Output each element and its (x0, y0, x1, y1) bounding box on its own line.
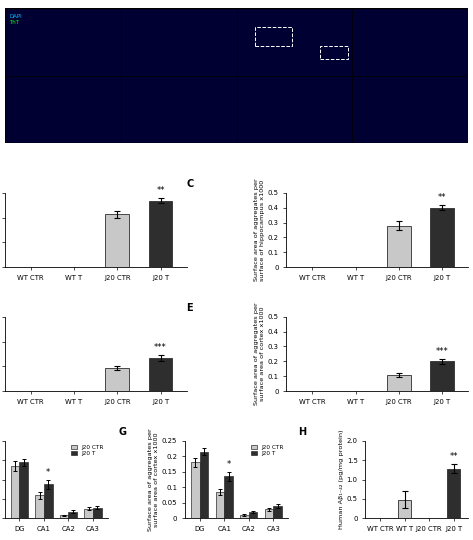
Text: **: ** (438, 193, 447, 202)
Bar (240, 515, 249, 518)
Legend: J20 CTR, J20 T: J20 CTR, J20 T (250, 443, 285, 457)
Y-axis label: Human Aβ₁₋₄₂ (pg/mg protein): Human Aβ₁₋₄₂ (pg/mg protein) (339, 430, 344, 529)
Bar (265, 509, 273, 518)
Legend: J20 CTR, J20 T: J20 CTR, J20 T (70, 443, 105, 457)
Bar (447, 469, 460, 518)
Bar (273, 506, 282, 518)
Bar (93, 508, 102, 518)
Bar (430, 361, 454, 391)
Bar (398, 500, 411, 518)
Text: G: G (118, 427, 126, 437)
Bar (191, 462, 200, 518)
Bar (255, 27, 292, 46)
Bar (320, 46, 348, 59)
Text: ThT: ThT (9, 21, 19, 25)
Text: *: * (227, 460, 231, 469)
Bar (249, 512, 257, 518)
Bar (85, 509, 93, 518)
Bar (105, 368, 129, 391)
Y-axis label: Surface area of aggregates per
surface area of cortex x1000: Surface area of aggregates per surface a… (148, 428, 159, 531)
Bar (149, 358, 173, 391)
Text: *: * (46, 468, 51, 477)
Y-axis label: Surface area of aggregates per
surface of hippocampus x1000: Surface area of aggregates per surface o… (254, 179, 265, 281)
Y-axis label: Surface area of aggregates per
surface area of cortex x1000: Surface area of aggregates per surface a… (254, 302, 265, 406)
Bar (60, 516, 69, 518)
Bar (387, 226, 411, 267)
Bar (430, 208, 454, 267)
Text: **: ** (449, 452, 458, 461)
Text: **: ** (156, 186, 165, 195)
Text: H: H (298, 427, 307, 437)
Text: C: C (186, 179, 194, 190)
Text: ***: *** (154, 343, 167, 352)
Bar (200, 451, 208, 518)
Bar (105, 214, 129, 267)
Bar (387, 375, 411, 391)
Bar (149, 201, 173, 267)
Bar (216, 492, 224, 518)
Bar (44, 484, 53, 518)
Text: E: E (186, 303, 193, 313)
FancyBboxPatch shape (5, 8, 468, 143)
Bar (69, 511, 77, 518)
Bar (35, 495, 44, 518)
Bar (224, 476, 233, 518)
Bar (19, 462, 28, 518)
Bar (11, 466, 19, 518)
Text: ***: *** (436, 347, 449, 356)
Text: DAPI: DAPI (9, 14, 22, 18)
